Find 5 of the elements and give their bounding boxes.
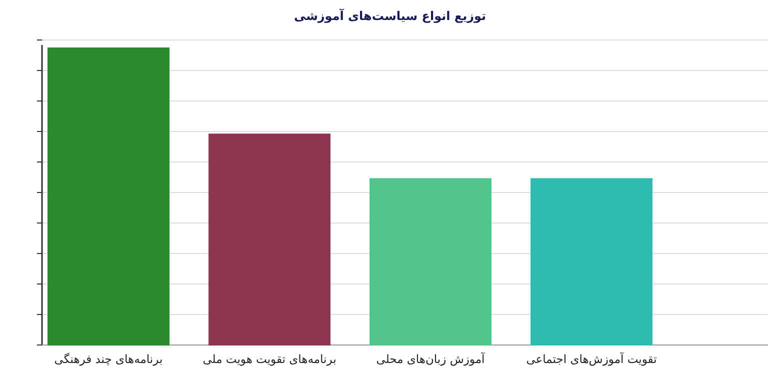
x-tick-label: برنامه‌های چند فرهنگی <box>54 352 163 366</box>
x-tick-label: آموزش زبان‌های محلی <box>376 352 486 366</box>
x-tick-label: برنامه‌های تقویت هویت ملی <box>202 352 336 366</box>
x-tick-label: تقویت آموزش‌های اجتماعی <box>526 352 657 366</box>
title: توزیع انواع سیاست‌های آموزشی <box>294 9 486 23</box>
